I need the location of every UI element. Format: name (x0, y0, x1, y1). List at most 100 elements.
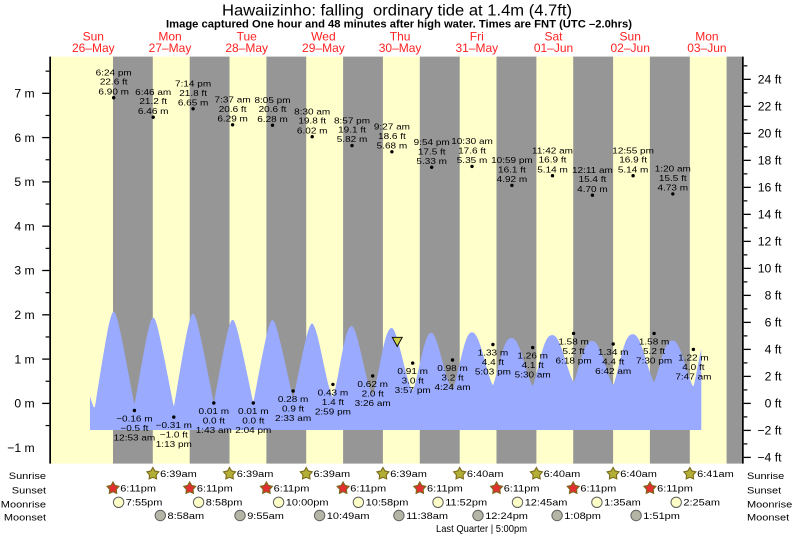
svg-text:5.68 m: 5.68 m (377, 141, 408, 150)
svg-text:20 ft: 20 ft (758, 127, 782, 141)
svg-text:17.6 ft: 17.6 ft (458, 146, 486, 155)
svg-text:−1.0 ft: −1.0 ft (160, 430, 188, 439)
svg-text:20.6 ft: 20.6 ft (259, 105, 287, 114)
svg-text:2:04 pm: 2:04 pm (235, 426, 271, 435)
svg-text:3:26 am: 3:26 am (355, 399, 391, 408)
svg-text:26–May: 26–May (72, 41, 115, 55)
svg-text:Tue: Tue (237, 30, 258, 44)
svg-text:2 ft: 2 ft (765, 370, 783, 384)
svg-text:1.33 m: 1.33 m (478, 348, 509, 357)
svg-text:Wed: Wed (311, 30, 335, 44)
svg-text:6:39am: 6:39am (314, 470, 351, 480)
svg-text:8:58am: 8:58am (168, 511, 205, 521)
svg-text:−2 ft: −2 ft (757, 424, 782, 438)
svg-text:−0.16 m: −0.16 m (116, 414, 153, 423)
svg-text:11:52pm: 11:52pm (445, 498, 487, 508)
svg-text:Sun: Sun (83, 30, 104, 44)
svg-text:7:14 pm: 7:14 pm (175, 79, 211, 88)
svg-text:16.1 ft: 16.1 ft (498, 165, 526, 174)
svg-text:−0.31 m: −0.31 m (156, 421, 193, 430)
svg-text:2 m: 2 m (14, 308, 34, 322)
svg-text:2.0 ft: 2.0 ft (362, 389, 385, 398)
svg-text:30–May: 30–May (379, 41, 422, 55)
svg-text:24 ft: 24 ft (758, 73, 782, 87)
svg-text:Moonset: Moonset (747, 513, 789, 523)
svg-text:14 ft: 14 ft (758, 208, 782, 222)
svg-text:1:20 am: 1:20 am (655, 164, 691, 173)
svg-text:8:05 pm: 8:05 pm (254, 96, 290, 105)
svg-text:Moonrise: Moonrise (747, 500, 792, 510)
svg-text:5.2 ft: 5.2 ft (643, 347, 666, 356)
svg-text:0.91 m: 0.91 m (397, 367, 428, 376)
svg-text:Image captured One hour and 48: Image captured One hour and 48 minutes a… (166, 18, 632, 30)
svg-text:5.14 m: 5.14 m (618, 165, 649, 174)
svg-text:7:30 pm: 7:30 pm (636, 356, 672, 365)
svg-text:7:37 am: 7:37 am (215, 95, 251, 104)
svg-text:0.01 m: 0.01 m (199, 407, 230, 416)
svg-text:Moonrise: Moonrise (1, 500, 46, 510)
svg-text:4.92 m: 4.92 m (497, 175, 528, 184)
svg-text:3.2 ft: 3.2 ft (441, 373, 464, 382)
svg-text:Sunrise: Sunrise (747, 471, 785, 481)
svg-text:Sunset: Sunset (747, 486, 781, 496)
svg-text:3:57 pm: 3:57 pm (395, 386, 431, 395)
svg-text:−4 ft: −4 ft (757, 451, 782, 465)
svg-text:6.90 m: 6.90 m (98, 87, 129, 96)
svg-text:9:55am: 9:55am (247, 511, 284, 521)
svg-text:5.82 m: 5.82 m (337, 135, 368, 144)
svg-text:17.5 ft: 17.5 ft (418, 147, 446, 156)
svg-text:6.28 m: 6.28 m (257, 114, 288, 123)
svg-text:6 m: 6 m (14, 131, 34, 145)
svg-text:22.6 ft: 22.6 ft (100, 77, 128, 86)
svg-text:0.62 m: 0.62 m (357, 379, 388, 388)
svg-text:Mon: Mon (695, 30, 718, 44)
svg-text:Sun: Sun (620, 30, 641, 44)
svg-text:0.0 ft: 0.0 ft (203, 416, 226, 425)
svg-text:2:59 pm: 2:59 pm (315, 407, 351, 416)
svg-text:5.2 ft: 5.2 ft (562, 347, 585, 356)
svg-text:5.33 m: 5.33 m (416, 157, 447, 166)
svg-text:9:27 am: 9:27 am (374, 122, 410, 131)
svg-text:12:55 pm: 12:55 pm (612, 146, 654, 155)
svg-text:3 m: 3 m (14, 264, 34, 278)
svg-text:10:30 am: 10:30 am (451, 137, 493, 146)
svg-text:4.73 m: 4.73 m (658, 183, 689, 192)
svg-text:5:03 pm: 5:03 pm (475, 367, 511, 376)
svg-text:11:38am: 11:38am (406, 511, 448, 521)
svg-text:6 ft: 6 ft (765, 316, 783, 330)
svg-text:4 ft: 4 ft (765, 343, 783, 357)
svg-text:28–May: 28–May (225, 41, 268, 55)
svg-text:12:53 am: 12:53 am (114, 433, 156, 442)
svg-text:6:41am: 6:41am (697, 470, 734, 480)
svg-text:6:40am: 6:40am (620, 470, 657, 480)
svg-text:1:43 am: 1:43 am (196, 426, 232, 435)
svg-text:3.0 ft: 3.0 ft (402, 376, 425, 385)
svg-text:1 m: 1 m (14, 352, 34, 366)
svg-text:01–Jun: 01–Jun (534, 41, 573, 55)
svg-text:8 ft: 8 ft (765, 289, 783, 303)
svg-text:5.14 m: 5.14 m (537, 165, 568, 174)
svg-text:12:11 am: 12:11 am (572, 166, 613, 175)
svg-text:12 ft: 12 ft (758, 235, 782, 249)
svg-text:0 ft: 0 ft (765, 397, 783, 411)
svg-text:21.8 ft: 21.8 ft (179, 88, 207, 97)
svg-text:5.35 m: 5.35 m (457, 156, 488, 165)
svg-text:1.58 m: 1.58 m (639, 337, 670, 346)
svg-text:4.4 ft: 4.4 ft (482, 358, 505, 367)
svg-text:12:45am: 12:45am (525, 498, 568, 508)
svg-text:6:40am: 6:40am (544, 470, 581, 480)
svg-text:6:11pm: 6:11pm (274, 484, 310, 494)
svg-text:6:11pm: 6:11pm (580, 484, 616, 494)
svg-text:1:08pm: 1:08pm (564, 511, 601, 521)
svg-text:−1 m: −1 m (7, 441, 34, 455)
svg-text:0.0 ft: 0.0 ft (242, 416, 265, 425)
svg-text:4.4 ft: 4.4 ft (602, 357, 625, 366)
svg-text:6:11pm: 6:11pm (657, 484, 693, 494)
svg-text:19.8 ft: 19.8 ft (298, 116, 326, 125)
svg-text:6:42 am: 6:42 am (595, 367, 631, 376)
svg-text:Fri: Fri (470, 30, 484, 44)
svg-text:Sat: Sat (544, 30, 563, 44)
svg-text:4.1 ft: 4.1 ft (522, 361, 545, 370)
svg-text:1:51pm: 1:51pm (643, 511, 680, 521)
svg-text:0.9 ft: 0.9 ft (282, 404, 305, 413)
